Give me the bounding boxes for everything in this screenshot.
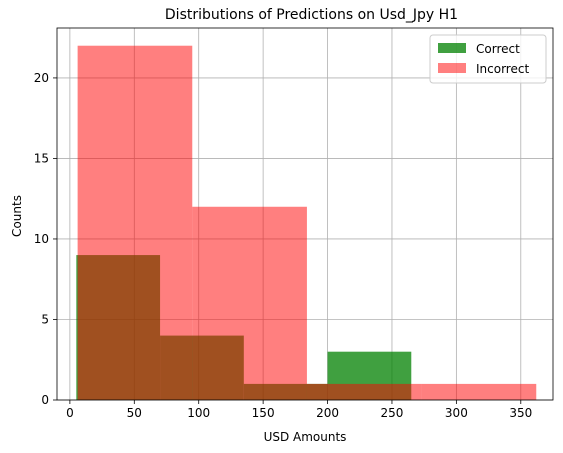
y-tick-label: 20 xyxy=(34,71,49,85)
x-axis-label: USD Amounts xyxy=(264,430,347,444)
bar-incorrect xyxy=(77,45,193,400)
x-tick-label: 200 xyxy=(316,406,339,420)
y-tick-label: 0 xyxy=(41,393,49,407)
x-tick-label: 0 xyxy=(66,406,74,420)
y-axis-ticks: 0 5 10 15 20 xyxy=(34,71,57,407)
x-tick-label: 250 xyxy=(381,406,404,420)
y-tick-label: 15 xyxy=(34,151,49,165)
x-tick-label: 350 xyxy=(509,406,532,420)
plot-frame xyxy=(56,27,554,401)
chart-title: Distributions of Predictions on Usd_Jpy … xyxy=(165,7,458,23)
y-tick-label: 5 xyxy=(41,312,49,326)
x-axis-ticks: 0 50 100 150 200 250 300 350 xyxy=(66,400,532,420)
legend: Correct Incorrect xyxy=(429,34,547,84)
y-axis-label: Counts xyxy=(10,195,24,237)
x-tick-label: 50 xyxy=(127,406,142,420)
x-tick-label: 300 xyxy=(445,406,468,420)
series-incorrect-bars xyxy=(77,45,537,400)
bar-incorrect xyxy=(421,383,537,400)
legend-label-correct: Correct xyxy=(476,42,520,56)
y-tick-label: 10 xyxy=(34,232,49,246)
x-tick-label: 100 xyxy=(187,406,210,420)
x-tick-label: 150 xyxy=(252,406,275,420)
legend-swatch-incorrect xyxy=(438,63,466,73)
legend-swatch-correct xyxy=(438,43,466,53)
bar-incorrect xyxy=(192,206,307,400)
legend-label-incorrect: Incorrect xyxy=(476,62,529,76)
bar-incorrect xyxy=(306,383,422,400)
